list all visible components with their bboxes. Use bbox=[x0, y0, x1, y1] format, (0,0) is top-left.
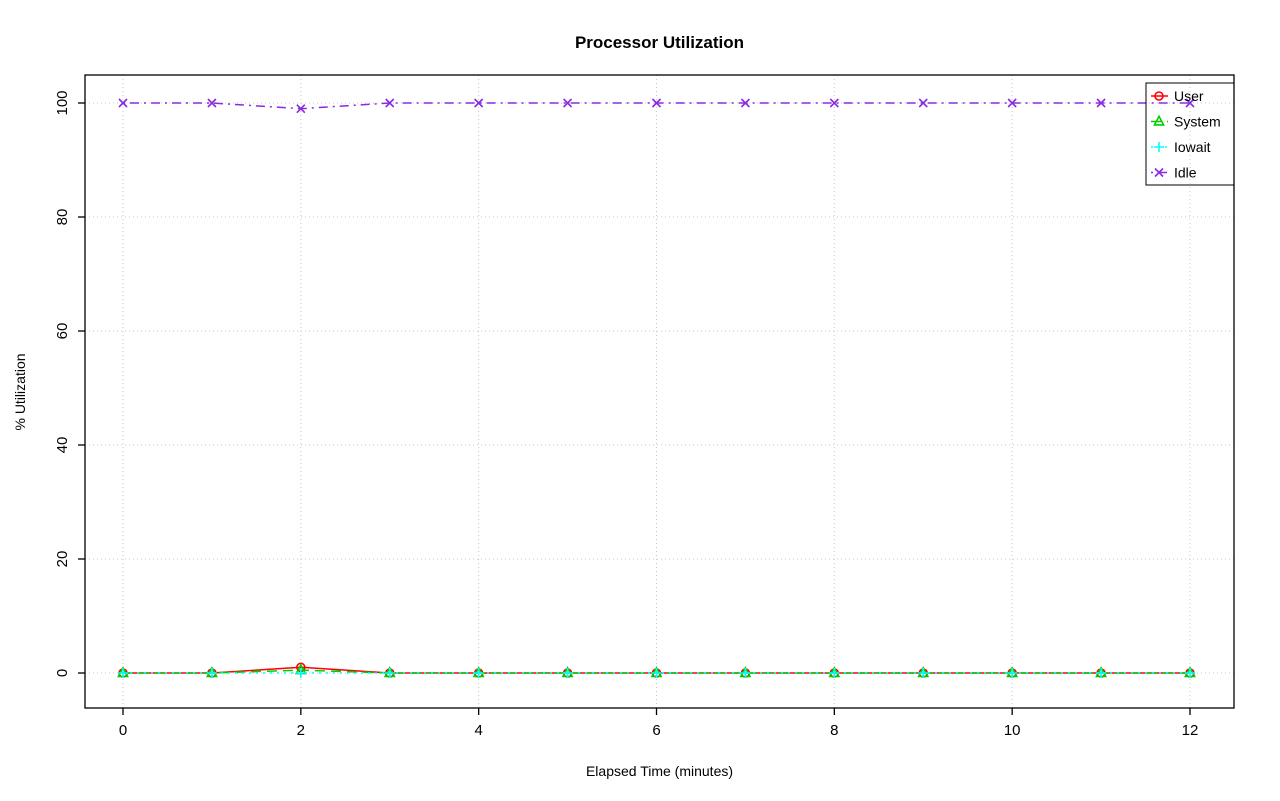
chart-title: Processor Utilization bbox=[574, 33, 745, 52]
marker-iowait bbox=[740, 668, 751, 678]
legend-label-iowait: Iowait bbox=[1174, 139, 1211, 155]
marker-idle bbox=[1185, 98, 1195, 108]
marker-iowait bbox=[206, 668, 217, 678]
plot-border bbox=[84, 74, 1235, 709]
x-tick-label: 2 bbox=[297, 722, 305, 739]
marker-iowait bbox=[651, 668, 662, 678]
y-tick-label: 80 bbox=[54, 209, 71, 226]
marker-idle bbox=[918, 98, 928, 108]
legend-label-idle: Idle bbox=[1174, 165, 1197, 181]
y-tick-label: 40 bbox=[54, 437, 71, 454]
legend-item-user: User bbox=[1151, 88, 1204, 104]
x-tick-label: 12 bbox=[1182, 722, 1199, 739]
marker-idle bbox=[385, 98, 395, 108]
marker-idle bbox=[829, 98, 839, 108]
marker-idle bbox=[740, 98, 750, 108]
marker-idle bbox=[207, 98, 217, 108]
legend-marker-iowait bbox=[1154, 142, 1164, 152]
y-tick-label: 0 bbox=[54, 669, 71, 677]
marker-iowait bbox=[1096, 668, 1107, 678]
marker-iowait bbox=[1185, 668, 1195, 678]
x-tick-label: 6 bbox=[652, 722, 660, 739]
legend-item-idle: Idle bbox=[1151, 165, 1197, 181]
y-tick-label: 100 bbox=[54, 90, 71, 115]
legend-marker-user bbox=[1154, 91, 1164, 101]
marker-iowait bbox=[829, 668, 840, 678]
marker-iowait bbox=[562, 668, 573, 678]
legend-item-iowait: Iowait bbox=[1151, 139, 1211, 155]
marker-idle bbox=[296, 104, 306, 114]
marker-iowait bbox=[918, 668, 929, 678]
legend-label-system: System bbox=[1174, 114, 1221, 130]
legend-label-user: User bbox=[1174, 88, 1204, 104]
y-tick-label: 60 bbox=[54, 323, 71, 340]
marker-idle bbox=[118, 98, 128, 108]
legend-item-system: System bbox=[1151, 114, 1221, 130]
legend: User System Iowait Idle bbox=[1145, 82, 1235, 186]
marker-iowait bbox=[1007, 668, 1018, 678]
x-tick-label: 4 bbox=[474, 722, 482, 739]
marker-idle bbox=[1096, 98, 1106, 108]
legend-marker-idle bbox=[1154, 167, 1164, 178]
x-axis-label: Elapsed Time (minutes) bbox=[585, 763, 734, 779]
legend-marker-system bbox=[1153, 114, 1165, 126]
marker-iowait bbox=[295, 668, 306, 678]
x-tick-label: 8 bbox=[830, 722, 838, 739]
marker-iowait bbox=[473, 668, 484, 678]
marker-iowait bbox=[118, 668, 128, 678]
y-tick-label: 20 bbox=[54, 551, 71, 568]
x-tick-label: 0 bbox=[119, 722, 127, 739]
y-axis-label: % Utilization bbox=[12, 353, 28, 431]
legend-box bbox=[1145, 82, 1235, 186]
marker-iowait bbox=[384, 668, 395, 678]
marker-idle bbox=[474, 98, 484, 108]
x-tick-label: 10 bbox=[1004, 722, 1021, 739]
marker-idle bbox=[1007, 98, 1017, 108]
marker-idle bbox=[563, 98, 573, 108]
marker-idle bbox=[651, 98, 662, 108]
